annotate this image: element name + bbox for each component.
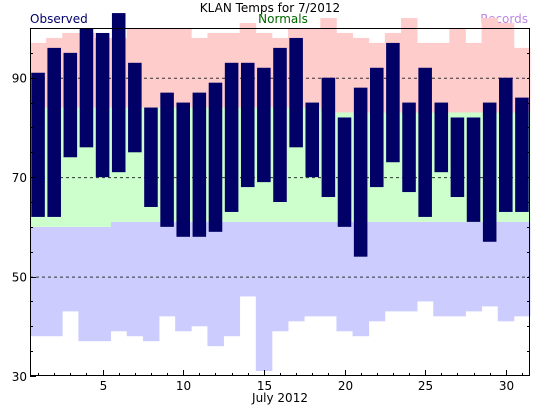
record-high-bar — [449, 28, 466, 113]
record-low-bar — [288, 221, 305, 322]
observed-bar — [515, 97, 529, 212]
record-low-bar — [255, 221, 273, 372]
record-high-bar — [159, 28, 176, 108]
record-low-bar — [30, 226, 47, 337]
observed-bar — [353, 87, 368, 257]
record-high-bar — [513, 47, 531, 113]
x-tick-label: 5 — [100, 379, 108, 393]
record-high-bar — [142, 28, 160, 108]
record-low-bar — [336, 221, 353, 332]
record-high-bar — [400, 18, 418, 113]
x-tick-label: 25 — [418, 379, 433, 393]
record-low-bar — [62, 226, 79, 312]
x-axis-label: July 2012 — [251, 391, 308, 405]
observed-bar — [79, 28, 94, 148]
observed-bar — [466, 117, 481, 222]
observed-bars — [31, 13, 529, 257]
record-high-bar — [304, 28, 321, 108]
record-high-bar — [191, 37, 208, 108]
record-low-bar — [142, 221, 160, 342]
record-high-bar — [336, 32, 353, 113]
observed-bar — [192, 92, 207, 237]
record-low-bar — [159, 221, 176, 317]
record-high-bar — [175, 28, 192, 108]
x-tick-label: 15 — [257, 379, 272, 393]
record-low-bar — [320, 221, 337, 317]
record-low-bar — [384, 221, 402, 312]
record-low-bar — [271, 221, 289, 332]
observed-bar — [386, 42, 400, 163]
observed-bar — [128, 62, 142, 153]
observed-bar — [95, 32, 110, 178]
record-low-bar — [239, 221, 257, 297]
chart-title: KLAN Temps for 7/2012 — [200, 1, 340, 15]
observed-bar — [224, 62, 239, 212]
record-low-bar — [513, 221, 531, 317]
record-low-bar — [465, 221, 483, 312]
record-low-bar — [46, 226, 63, 337]
observed-bar — [434, 102, 449, 173]
observed-bar — [63, 52, 78, 158]
legend-observed: Observed — [30, 12, 88, 26]
observed-bar — [208, 82, 223, 232]
record-low-bar — [417, 221, 434, 302]
legend-normals: Normals — [258, 12, 308, 26]
observed-bar — [47, 47, 61, 217]
observed-bar — [176, 102, 190, 237]
observed-bar — [402, 102, 416, 193]
record-low-bar — [433, 221, 450, 317]
observed-bar — [289, 37, 303, 148]
observed-bar — [305, 102, 320, 178]
record-low-bar — [449, 221, 466, 317]
axis-ticks: 5 10 15 20 25 30 30 50 70 90 — [12, 53, 530, 393]
x-tick-label: 30 — [499, 379, 514, 393]
y-tick-label: 30 — [12, 370, 27, 384]
gridlines — [30, 77, 530, 278]
y-tick-label: 90 — [12, 72, 27, 86]
record-low-bar — [191, 221, 208, 327]
observed-bar — [160, 92, 174, 227]
record-high-bar — [481, 18, 499, 113]
observed-bar — [499, 77, 513, 212]
record-low-bar — [400, 221, 418, 312]
x-tick-label: 20 — [338, 379, 353, 393]
observed-bar — [370, 67, 384, 188]
record-low-bar — [110, 221, 128, 332]
observed-bar — [450, 117, 465, 198]
observed-bar — [144, 107, 158, 207]
observed-bar — [321, 77, 336, 198]
record-low-bar — [368, 221, 386, 322]
observed-bar — [337, 117, 352, 227]
plot-area: 5 10 15 20 25 30 30 50 70 90 — [12, 13, 531, 393]
record-low-bar — [497, 221, 515, 322]
observed-bar — [418, 67, 432, 217]
record-low-bar — [78, 226, 95, 342]
observed-bar — [257, 67, 271, 183]
record-low-bar — [304, 221, 321, 317]
observed-bar — [31, 72, 45, 217]
record-low-bar — [94, 226, 112, 342]
record-high-bar — [433, 42, 450, 113]
record-low-bar — [126, 221, 144, 337]
y-tick-label: 70 — [12, 171, 27, 185]
observed-bar — [273, 47, 287, 203]
observed-bar — [111, 13, 126, 173]
record-high-bar — [465, 42, 483, 113]
record-low-bar — [481, 221, 499, 307]
record-low-bar — [207, 221, 224, 347]
x-tick-label: 10 — [176, 379, 191, 393]
observed-bar — [482, 102, 497, 242]
observed-bar — [240, 62, 255, 188]
record-low-bar — [175, 221, 192, 332]
y-tick-label: 50 — [12, 271, 27, 285]
record-low-bar — [223, 221, 241, 337]
